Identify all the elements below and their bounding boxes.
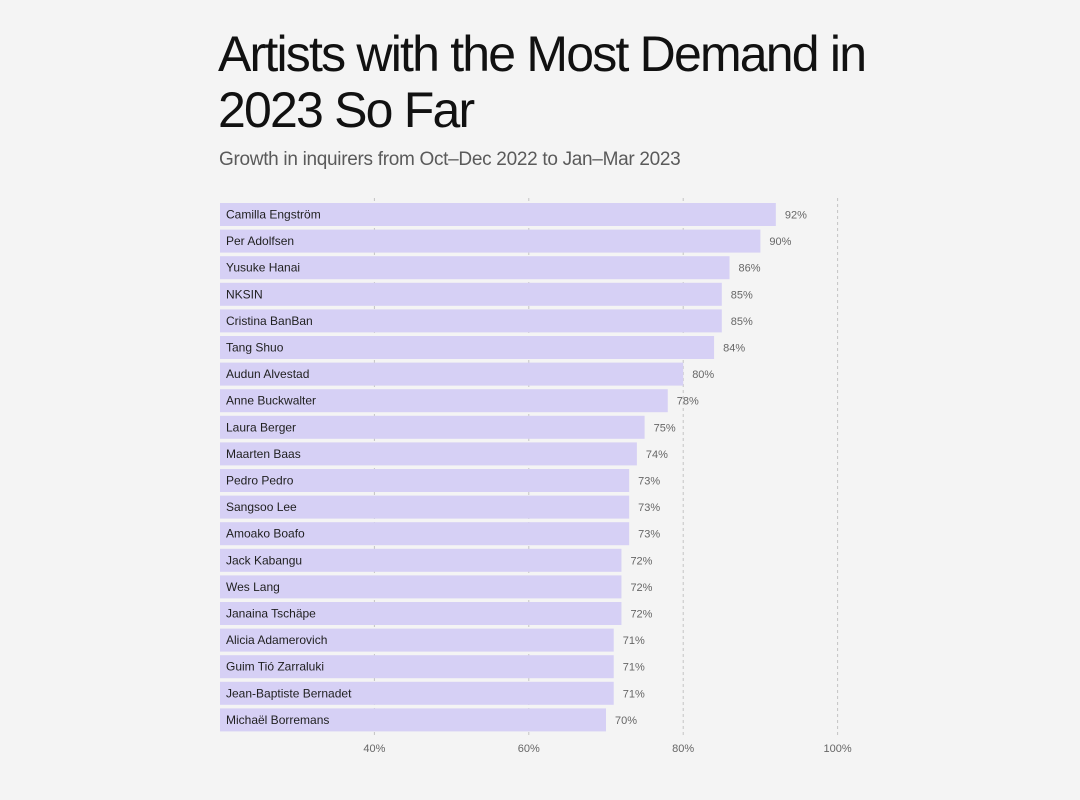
- x-tick-label: 60%: [518, 743, 540, 755]
- bar-category-label: Michaël Borremans: [226, 713, 329, 727]
- bar-category-label: Per Adolfsen: [226, 234, 294, 248]
- bar: [220, 256, 730, 280]
- chart-subtitle: Growth in inquirers from Oct–Dec 2022 to…: [219, 149, 681, 170]
- bar: [220, 389, 668, 413]
- bar-value-label: 71%: [623, 662, 645, 674]
- bar-category-label: Guim Tió Zarraluki: [226, 660, 324, 674]
- bar: [220, 362, 684, 386]
- bar-value-label: 78%: [677, 396, 699, 408]
- bar-value-label: 71%: [623, 635, 645, 647]
- bar-value-label: 72%: [630, 582, 652, 594]
- bar-value-label: 71%: [623, 688, 645, 700]
- bar: [220, 229, 761, 253]
- bar-value-label: 80%: [692, 369, 714, 381]
- bar-category-label: Laura Berger: [226, 420, 296, 434]
- bar-category-label: Yusuke Hanai: [226, 261, 300, 275]
- bar: [220, 681, 614, 705]
- bar-category-label: Jack Kabangu: [226, 553, 302, 567]
- bar-value-label: 73%: [638, 502, 660, 514]
- bar-category-label: Anne Buckwalter: [226, 394, 316, 408]
- bar-value-label: 86%: [739, 263, 761, 275]
- bar-value-label: 74%: [646, 449, 668, 461]
- bar: [220, 336, 715, 359]
- bar-category-label: Cristina BanBan: [226, 314, 313, 328]
- x-axis-ticks: 40% 60% 80% 100%: [363, 743, 851, 755]
- bar: [220, 575, 622, 599]
- bar-value-label: 72%: [630, 609, 652, 621]
- bar-category-label: Maarten Baas: [226, 447, 301, 461]
- bar-value-label: 90%: [769, 236, 791, 248]
- bar: [220, 655, 614, 679]
- bar: [220, 495, 630, 519]
- x-tick-label: 100%: [824, 743, 852, 755]
- bar-category-label: Jean-Baptiste Bernadet: [226, 686, 352, 700]
- bar: [220, 469, 630, 492]
- bar: [220, 602, 622, 625]
- bar-category-label: Camilla Engström: [226, 208, 321, 222]
- chart-title: Artists with the Most Demand in 2023 So …: [218, 26, 867, 138]
- bar-value-label: 92%: [785, 210, 807, 222]
- bars: Camilla Engström 92% Per Adolfsen 90% Yusuke…: [220, 203, 807, 732]
- bar-category-label: Janaina Tschäpe: [226, 607, 316, 621]
- bar: [220, 522, 630, 546]
- bar-category-label: Amoako Boafo: [226, 527, 305, 541]
- bar: [220, 309, 722, 333]
- bar-value-label: 84%: [723, 343, 745, 355]
- bar-category-label: Audun Alvestad: [226, 367, 309, 381]
- bar: [220, 203, 776, 226]
- bar-value-label: 73%: [638, 476, 660, 488]
- bar-value-label: 75%: [654, 422, 676, 434]
- bar-value-label: 85%: [731, 289, 753, 301]
- bar-category-label: Tang Shuo: [226, 341, 284, 355]
- bar-category-label: NKSIN: [226, 287, 263, 301]
- bar: [220, 282, 722, 306]
- bar: [220, 548, 622, 572]
- x-tick-label: 80%: [672, 743, 694, 755]
- bar-category-label: Wes Lang: [226, 580, 280, 594]
- bar: [220, 442, 637, 466]
- bar-value-label: 70%: [615, 715, 637, 727]
- bar-category-label: Pedro Pedro: [226, 474, 294, 488]
- bar: [220, 628, 614, 652]
- bar-category-label: Alicia Adamerovich: [226, 633, 327, 647]
- x-tick-label: 40%: [363, 743, 385, 755]
- bar-value-label: 73%: [638, 529, 660, 541]
- bar-value-label: 72%: [630, 555, 652, 567]
- bar-category-label: Sangsoo Lee: [226, 500, 297, 514]
- bar: [220, 415, 645, 439]
- bar-value-label: 85%: [731, 316, 753, 328]
- bar: [220, 708, 606, 732]
